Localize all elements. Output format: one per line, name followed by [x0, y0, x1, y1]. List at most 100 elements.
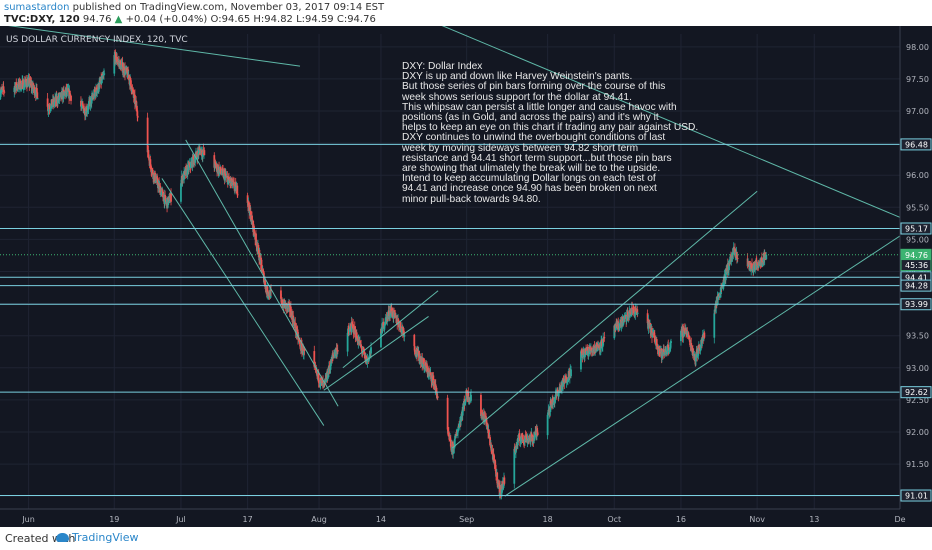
annotation-line: week shows serious support for the dolla… [402, 91, 632, 103]
up-arrow-icon: ▲ [114, 14, 123, 25]
candle-body [149, 164, 152, 170]
candle-body [292, 315, 295, 323]
time-tick-label: 16 [676, 515, 686, 524]
author-link[interactable]: sumastardon [4, 2, 70, 13]
candle-body [336, 349, 339, 352]
trend-line [8, 26, 301, 67]
candle-body [46, 98, 49, 107]
candle-body [513, 448, 516, 484]
candle-body [180, 183, 182, 202]
candle-body [724, 268, 727, 281]
candle-body [688, 336, 691, 341]
candle-body [562, 379, 564, 387]
price-tick-label: 95.50 [906, 203, 929, 212]
candle-body [189, 162, 192, 169]
candle-body [399, 321, 402, 328]
trend-line [441, 26, 915, 224]
candle-body [194, 158, 197, 163]
candle-body [149, 159, 152, 165]
annotation-line: This whipsaw can persist a little longer… [402, 101, 677, 113]
candle-body [236, 185, 239, 195]
candle-body [570, 369, 572, 377]
candle-body [489, 437, 491, 446]
candle-body [326, 377, 329, 380]
price-tick-label: 93.00 [906, 364, 929, 373]
candle-body [485, 419, 488, 427]
tradingview-logo[interactable]: TradingView [56, 531, 138, 544]
chart-canvas[interactable]: 98.0097.5097.0096.5096.0095.5095.0094.50… [0, 26, 932, 527]
candle-body [470, 394, 472, 401]
candle-body [625, 315, 628, 322]
chart-title: US DOLLAR CURRENCY INDEX, 120, TVC [6, 35, 188, 45]
level-price-tag [900, 279, 932, 292]
candle-body [154, 172, 157, 182]
time-tick-label: 18 [543, 515, 553, 524]
candle-body [422, 358, 425, 364]
candle-body [303, 349, 306, 352]
grid-lines [0, 34, 901, 509]
candle-body [546, 414, 549, 436]
candle-body [162, 191, 164, 198]
candle-body [533, 437, 536, 441]
candle-body [317, 372, 320, 383]
candle-body [24, 83, 26, 85]
annotation-line: But those series of pin bars forming ove… [402, 81, 666, 93]
candle-body [687, 335, 690, 337]
candle-body [147, 150, 150, 158]
candle-body [187, 165, 190, 171]
tradingview-brand: TradingView [72, 531, 139, 544]
candle-body [62, 89, 65, 92]
candle-body [461, 406, 464, 416]
candle-body [151, 169, 154, 175]
last-price: 94.76 [82, 14, 112, 25]
candle-body [492, 453, 495, 456]
candle-body [400, 327, 403, 333]
candle-body [90, 96, 93, 104]
candle-body [717, 295, 720, 300]
candle-body [453, 438, 456, 447]
time-tick-label: Oct [607, 515, 621, 524]
annotation-line: 94.41 and increase once 94.90 has been b… [402, 183, 657, 195]
time-tick-label: 13 [809, 515, 819, 524]
candle-body [281, 299, 284, 306]
candle-body [98, 82, 101, 90]
candle-body [756, 263, 759, 267]
candle-body [647, 320, 650, 329]
candle-body [603, 337, 606, 339]
price-chart[interactable]: 98.0097.5097.0096.5096.0095.5095.0094.50… [0, 26, 932, 527]
candle-body [713, 313, 716, 338]
candle-body [549, 401, 552, 412]
price-tick-label: 92.50 [906, 396, 929, 405]
candle-body [536, 432, 539, 436]
candle-body [464, 398, 467, 401]
price-tick-label: 95.00 [906, 235, 929, 244]
price-tick-label: 96.00 [906, 171, 929, 180]
annotation-line: minor pull-back towards 94.80. [402, 193, 541, 205]
candle-body [14, 86, 17, 92]
candle-body [460, 416, 463, 422]
candle-body [287, 305, 290, 309]
candle-body [101, 75, 104, 80]
level-price-label: 95.17 [905, 224, 928, 233]
candle-body [659, 349, 661, 352]
level-price-label: 94.28 [905, 282, 928, 291]
candle-body [363, 352, 366, 355]
candle-body [550, 402, 553, 405]
candle-body [289, 306, 292, 315]
candle-body [260, 259, 263, 265]
candle-body [426, 368, 429, 374]
candle-body [236, 194, 239, 196]
candle-body [757, 263, 760, 268]
candle-body [313, 351, 316, 367]
candle-body [228, 176, 230, 180]
time-tick-label: De [894, 515, 905, 524]
candle-body [36, 92, 39, 99]
level-price-label: 91.01 [905, 492, 928, 501]
candle-body [413, 346, 416, 351]
candle-body [480, 415, 483, 417]
annotation-line: week by moving sideways between 94.82 sh… [402, 142, 639, 154]
candle-body [655, 339, 658, 347]
price-tick-label: 93.50 [906, 332, 929, 341]
candle-body [413, 334, 416, 347]
candle-body [130, 80, 132, 86]
